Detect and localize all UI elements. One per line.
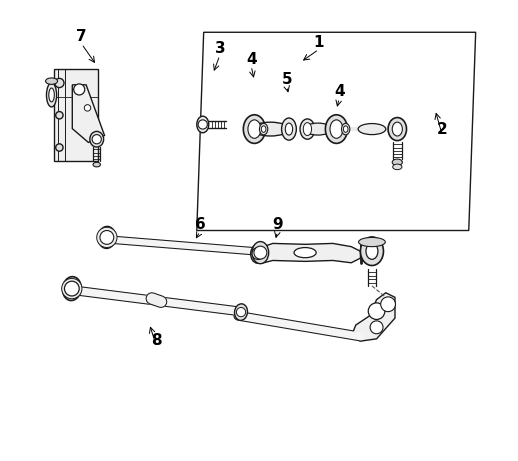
Ellipse shape (366, 243, 378, 259)
Ellipse shape (304, 123, 332, 135)
Circle shape (74, 84, 85, 95)
Ellipse shape (325, 115, 348, 143)
Text: 9: 9 (272, 217, 283, 232)
Ellipse shape (358, 237, 385, 247)
Ellipse shape (243, 115, 265, 143)
Circle shape (254, 246, 267, 259)
Ellipse shape (285, 123, 293, 135)
Text: 3: 3 (214, 41, 225, 56)
Polygon shape (259, 243, 361, 263)
Circle shape (252, 248, 264, 260)
Text: 4: 4 (246, 52, 256, 66)
Text: 8: 8 (151, 333, 162, 348)
Ellipse shape (251, 244, 265, 263)
Text: 7: 7 (76, 30, 87, 44)
Ellipse shape (49, 88, 54, 102)
Ellipse shape (46, 78, 57, 84)
Ellipse shape (393, 164, 402, 170)
Ellipse shape (358, 124, 386, 135)
Ellipse shape (260, 124, 268, 135)
Ellipse shape (47, 83, 56, 107)
Circle shape (370, 321, 383, 334)
Ellipse shape (300, 119, 315, 139)
Circle shape (198, 120, 207, 129)
Text: 2: 2 (437, 122, 448, 136)
Circle shape (84, 105, 91, 111)
Text: 4: 4 (334, 84, 344, 99)
Circle shape (236, 307, 246, 317)
Ellipse shape (235, 304, 248, 320)
Circle shape (100, 230, 114, 244)
Ellipse shape (98, 226, 116, 248)
Ellipse shape (392, 122, 402, 136)
Ellipse shape (197, 116, 209, 133)
Text: 1: 1 (314, 35, 324, 50)
Ellipse shape (341, 124, 350, 135)
Ellipse shape (330, 120, 343, 138)
Text: 6: 6 (195, 217, 205, 232)
Circle shape (56, 144, 63, 151)
Circle shape (55, 78, 64, 88)
Circle shape (97, 227, 117, 248)
Ellipse shape (252, 122, 289, 136)
Circle shape (56, 112, 63, 119)
Ellipse shape (361, 237, 383, 266)
Circle shape (64, 281, 79, 296)
Ellipse shape (90, 131, 104, 147)
Polygon shape (351, 293, 395, 341)
Ellipse shape (252, 242, 269, 264)
Circle shape (368, 303, 385, 319)
Ellipse shape (343, 126, 348, 132)
Ellipse shape (392, 159, 402, 165)
Circle shape (62, 278, 82, 299)
Text: 5: 5 (281, 72, 292, 87)
Polygon shape (73, 85, 105, 142)
Ellipse shape (63, 277, 81, 301)
Ellipse shape (93, 162, 100, 167)
Ellipse shape (248, 120, 261, 138)
Ellipse shape (294, 248, 316, 258)
Ellipse shape (261, 126, 266, 132)
Circle shape (92, 135, 102, 144)
Polygon shape (54, 69, 98, 161)
Ellipse shape (282, 118, 296, 140)
Circle shape (381, 297, 395, 312)
Ellipse shape (303, 123, 311, 136)
Ellipse shape (388, 118, 407, 141)
